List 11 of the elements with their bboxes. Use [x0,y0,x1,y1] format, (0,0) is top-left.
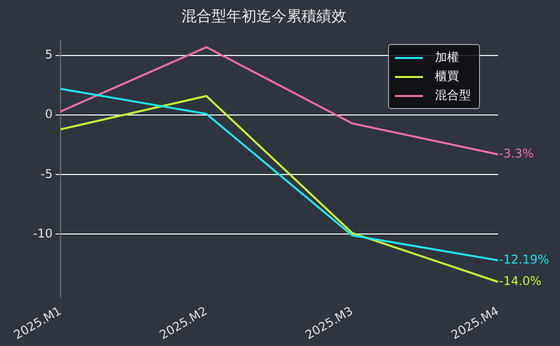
data-label: -14.0% [499,274,542,288]
data-label: -12.19% [499,252,550,266]
y-tick-label: 5 [44,48,53,62]
y-tick-label: 0 [44,107,53,122]
legend-label: 混合型 [435,87,471,104]
legend-label: 櫃買 [435,68,459,85]
y-tick-label: -5 [40,166,53,181]
chart-title: 混合型年初迄今累積績效 [182,6,346,25]
data-label: -3.3% [499,146,534,161]
y-tick-label: -10 [32,226,53,240]
legend-label: 加權 [435,49,459,66]
